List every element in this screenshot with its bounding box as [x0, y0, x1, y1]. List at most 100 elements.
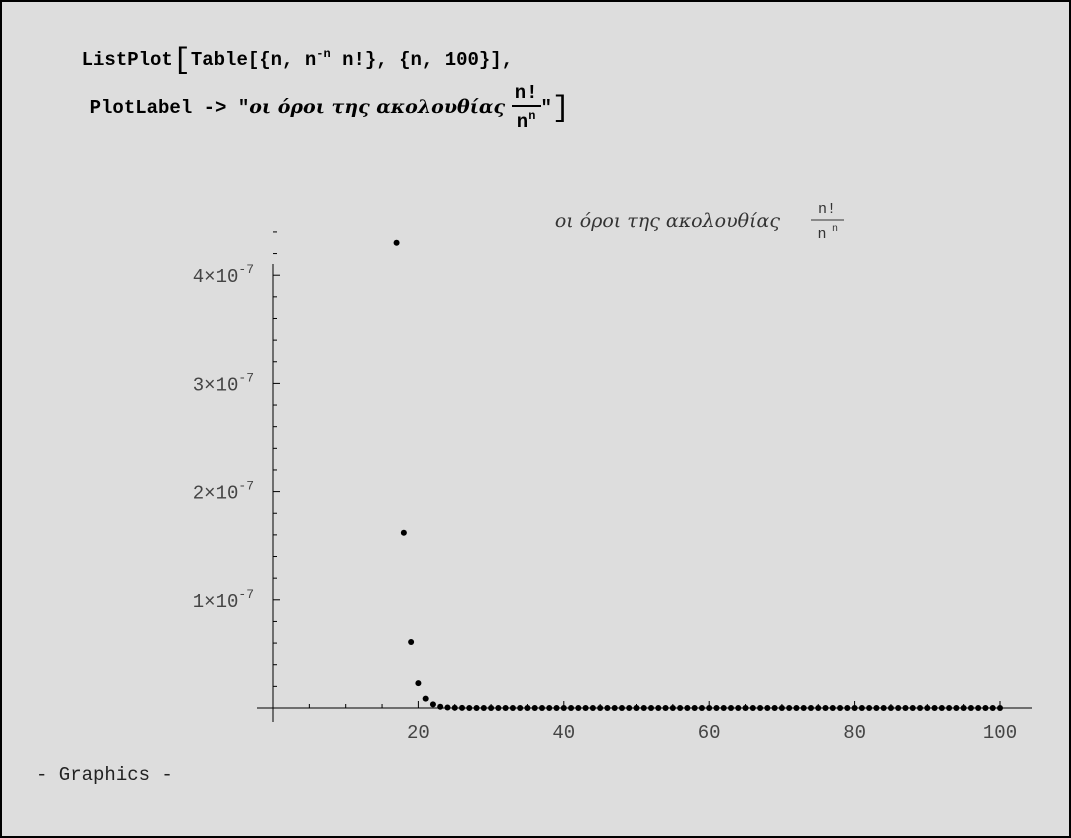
data-point	[749, 705, 756, 711]
table-expression-rest: n!}, {n, 100}],	[330, 49, 514, 71]
data-point	[807, 705, 814, 711]
data-point	[720, 705, 727, 711]
data-point	[822, 705, 829, 711]
data-point	[924, 705, 931, 711]
data-point	[873, 705, 880, 711]
data-point	[997, 705, 1003, 711]
data-point	[618, 705, 625, 711]
data-point	[829, 705, 836, 711]
data-point	[778, 705, 785, 711]
data-point	[793, 705, 800, 711]
data-point	[975, 705, 982, 711]
x-tick-label: 40	[552, 722, 575, 744]
data-point	[604, 705, 611, 711]
plot-title-frac-num: n!	[818, 201, 836, 218]
data-point	[953, 705, 960, 711]
x-tick-label: 20	[407, 722, 430, 744]
data-point	[517, 705, 524, 711]
data-point	[575, 705, 582, 711]
open-bracket: [	[172, 44, 191, 78]
fraction-numerator: n!	[511, 84, 541, 107]
data-point	[735, 705, 742, 711]
data-point	[488, 704, 495, 711]
axes: 20 40 60 80 100 1×10-7 2×10-7 3×10-7 4×10-7	[193, 231, 1032, 744]
x-tick-label: 60	[698, 722, 721, 744]
data-point	[989, 705, 996, 711]
plot-title-frac-den: n	[817, 226, 826, 243]
data-point	[662, 705, 669, 711]
data-point	[393, 239, 400, 246]
data-point	[582, 705, 589, 711]
data-point	[597, 705, 604, 711]
data-point	[538, 705, 545, 711]
data-point	[546, 705, 553, 711]
data-point	[480, 704, 487, 711]
data-point	[473, 704, 480, 711]
plotlabel-fraction: n! nn	[511, 84, 541, 133]
data-point	[909, 705, 916, 711]
y-tick-label: 1×10-7	[193, 587, 254, 613]
data-point	[967, 705, 974, 711]
data-point	[757, 705, 764, 711]
data-point	[560, 705, 567, 711]
data-point	[459, 704, 466, 711]
y-tick-label: 4×10-7	[193, 262, 254, 288]
data-point	[589, 705, 596, 711]
output-graphics-label: - Graphics -	[36, 764, 173, 786]
data-point	[400, 529, 407, 536]
data-point	[677, 705, 684, 711]
data-point	[844, 705, 851, 711]
data-point	[728, 705, 735, 711]
data-point	[495, 704, 502, 711]
input-line-2[interactable]: PlotLabel -> "οι όροι της ακολουθίας n! n…	[44, 62, 570, 154]
data-point	[648, 705, 655, 711]
data-point	[851, 705, 858, 711]
y-tick-label: 3×10-7	[193, 370, 254, 396]
data-point	[887, 705, 894, 711]
data-point	[451, 704, 458, 711]
data-point	[866, 705, 873, 711]
x-tick-label: 80	[843, 722, 866, 744]
data-point	[553, 705, 560, 711]
data-point	[611, 705, 618, 711]
data-point	[713, 705, 720, 711]
data-point	[655, 705, 662, 711]
data-point	[698, 705, 705, 711]
data-point	[938, 705, 945, 711]
input-line-1[interactable]: ListPlot[Table[{n, n-n n!}, {n, 100}],	[36, 22, 514, 100]
data-point	[422, 695, 429, 702]
data-point	[437, 703, 444, 710]
data-point	[684, 705, 691, 711]
data-point	[466, 704, 473, 711]
data-point	[691, 705, 698, 711]
data-point	[917, 705, 924, 711]
closing-quote: "	[540, 97, 552, 120]
data-point	[931, 705, 938, 711]
data-point	[946, 705, 953, 711]
data-point	[415, 680, 422, 687]
data-point	[408, 638, 415, 645]
data-point	[800, 705, 807, 711]
data-point	[524, 705, 531, 711]
data-point	[444, 704, 451, 711]
data-point	[429, 701, 436, 708]
data-point	[960, 705, 967, 711]
data-point	[742, 705, 749, 711]
plot-title: οι όροι της ακολουθίας	[555, 210, 781, 232]
exponent: -n	[316, 47, 331, 61]
plot-title-frac-den-exp: n	[832, 224, 838, 235]
data-point	[837, 705, 844, 711]
data-point	[895, 705, 902, 711]
data-point	[633, 705, 640, 711]
scatter-plot: οι όροι της ακολουθίας n! n n 20 40 60 80 10…	[193, 201, 1032, 744]
data-point	[531, 705, 538, 711]
data-point	[509, 704, 516, 711]
data-point	[640, 705, 647, 711]
fraction-denominator: nn	[516, 109, 536, 133]
data-point	[771, 705, 778, 711]
listplot-keyword: ListPlot	[81, 49, 173, 71]
data-point	[786, 705, 793, 711]
data-point	[858, 705, 865, 711]
data-point	[902, 705, 909, 711]
